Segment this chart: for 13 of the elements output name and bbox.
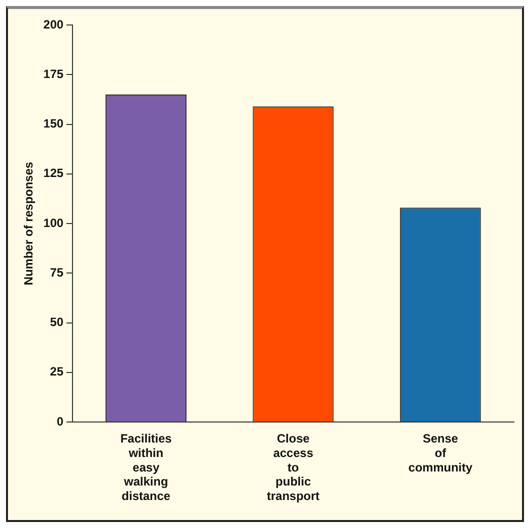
y-tick-label: 50 (50, 315, 64, 330)
y-axis-title: Number of responses (22, 162, 36, 286)
y-tick-label: 150 (43, 116, 64, 131)
x-tick-label: Close access to public transport (266, 432, 320, 504)
y-tick-label: 200 (43, 17, 64, 32)
y-tick-label: 125 (43, 166, 64, 180)
y-tick-label: 25 (50, 364, 64, 379)
y-tick-label: 75 (50, 265, 64, 280)
y-tick-label: 175 (43, 66, 64, 81)
x-tick-label: Sense of community (408, 432, 473, 474)
y-tick-label: 0 (56, 414, 64, 428)
x-tick-label: Facilities within easy walking distance (120, 432, 172, 504)
y-tick-label: 100 (43, 216, 64, 230)
